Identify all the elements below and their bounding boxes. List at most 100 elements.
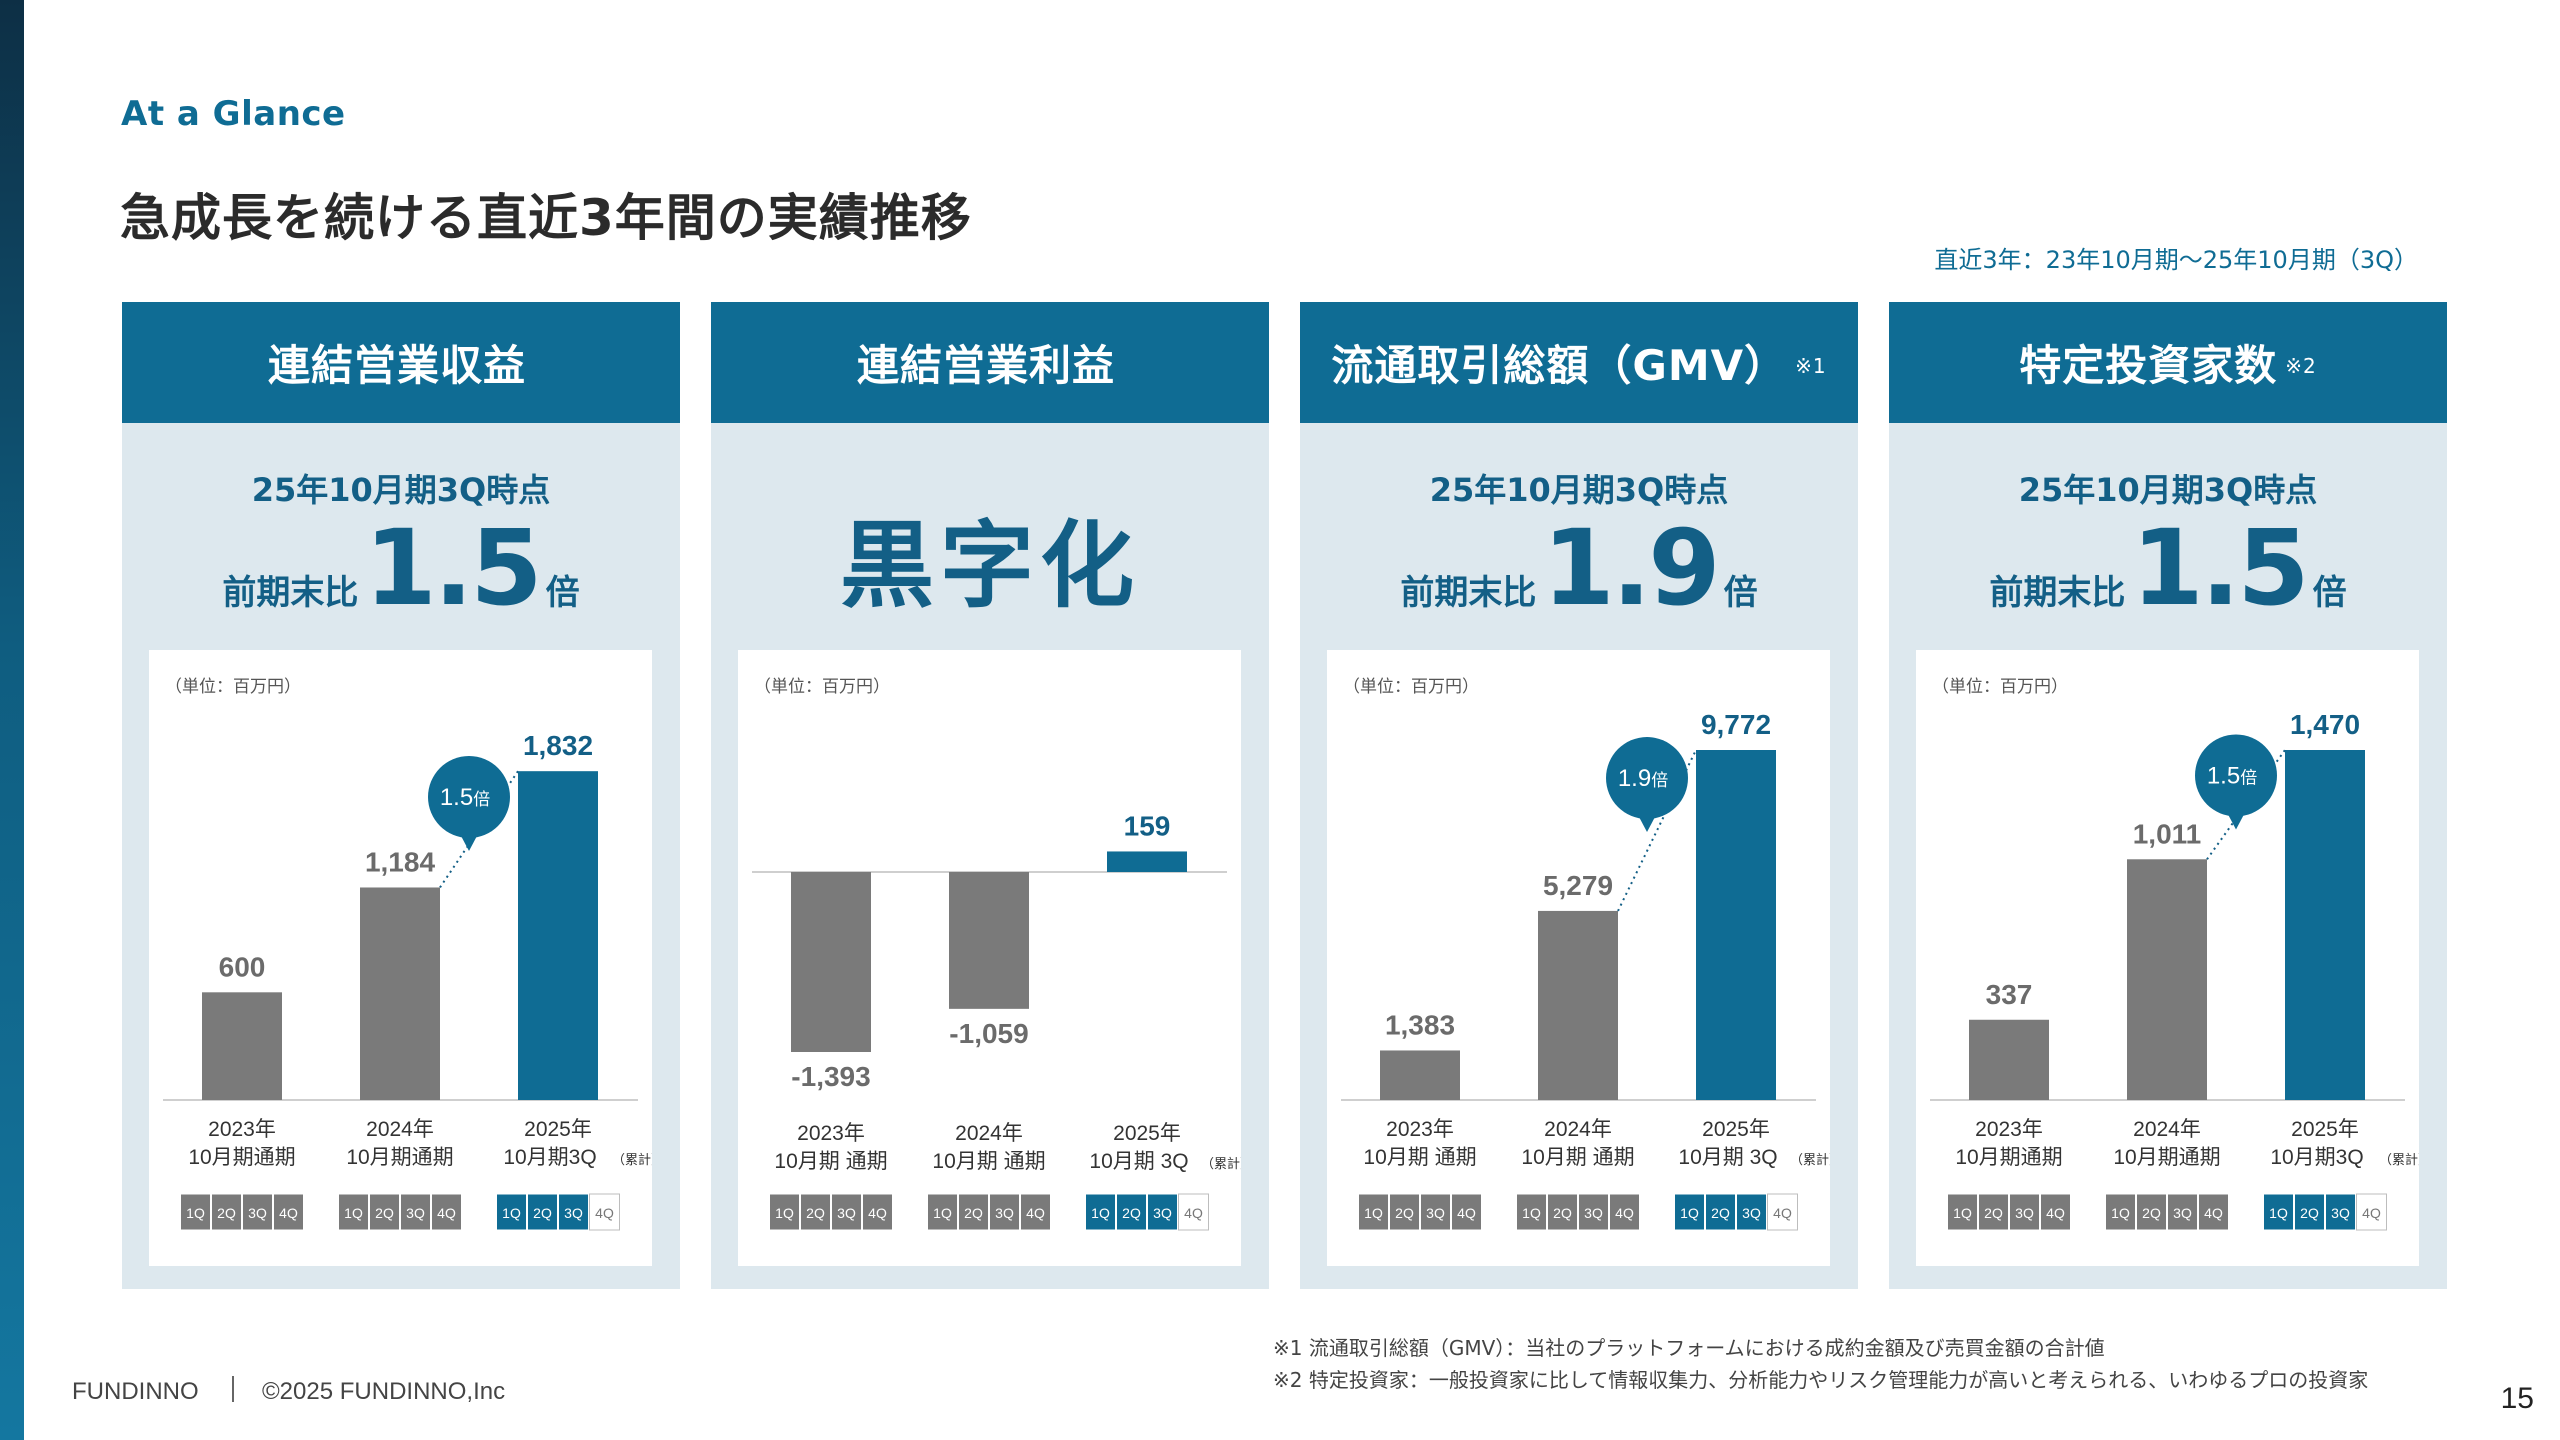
growth-badge-suffix: 倍 bbox=[2240, 768, 2257, 787]
panel-gmv: 流通取引総額（GMV） ※1 25年10月期3Q時点 前期末比1.9 倍 （単位：… bbox=[1300, 302, 1858, 1289]
kpi-suffix: 倍 bbox=[545, 573, 580, 613]
quarter-label: 1Q bbox=[2269, 1205, 2288, 1221]
category-label-period: 10月期3Q bbox=[2270, 1146, 2363, 1169]
quarter-label: 3Q bbox=[564, 1205, 583, 1221]
quarter-box bbox=[400, 1193, 431, 1231]
quarter-box bbox=[1420, 1193, 1451, 1231]
category-label-year: 2023年 bbox=[1386, 1118, 1454, 1141]
quarter-box bbox=[1116, 1193, 1147, 1231]
category-label-year: 2025年 bbox=[1702, 1118, 1770, 1141]
kpi-suffix: 倍 bbox=[2312, 573, 2347, 613]
panel-header-label: 連結営業収益 bbox=[267, 341, 526, 390]
growth-badge-text: 1.5倍 bbox=[2207, 762, 2257, 789]
kpi-value: 1.9 bbox=[1542, 507, 1720, 629]
data-label: 600 bbox=[219, 951, 266, 982]
data-label: 5,279 bbox=[1543, 870, 1613, 901]
data-label: 1,832 bbox=[523, 730, 593, 761]
kpi-ratio: 前期末比1.5 倍 bbox=[122, 516, 680, 620]
growth-badge-value: 1.9 bbox=[1618, 765, 1651, 792]
kpi-prefix: 前期末比 bbox=[1400, 573, 1537, 613]
category-label-period: 10月期通期 bbox=[2113, 1146, 2220, 1169]
quarter-label: 1Q bbox=[2111, 1205, 2130, 1221]
category-label-year: 2025年 bbox=[1113, 1122, 1181, 1145]
category-label-period: 10月期 3Q bbox=[1089, 1150, 1188, 1173]
quarter-label: 2Q bbox=[1395, 1205, 1414, 1221]
unit-label: （単位：百万円） bbox=[1932, 677, 2068, 696]
quarter-label: 1Q bbox=[775, 1205, 794, 1221]
quarter-label: 1Q bbox=[933, 1205, 952, 1221]
quarter-label: 3Q bbox=[837, 1205, 856, 1221]
category-label-year: 2025年 bbox=[524, 1118, 592, 1141]
quarter-label: 4Q bbox=[595, 1205, 614, 1221]
quarter-box bbox=[2198, 1193, 2229, 1231]
growth-badge-value: 1.5 bbox=[2207, 762, 2240, 789]
quarter-box bbox=[1705, 1193, 1736, 1231]
page-title: 急成長を続ける直近3年間の実績推移 bbox=[120, 189, 972, 247]
quarter-label: 3Q bbox=[406, 1205, 425, 1221]
data-label: 1,011 bbox=[2133, 818, 2202, 849]
quarter-box bbox=[2356, 1193, 2387, 1231]
data-label: 9,772 bbox=[1701, 709, 1771, 740]
quarter-label: 2Q bbox=[533, 1205, 552, 1221]
investors-chart: （単位：百万円） 337 2023年 10月期通期 1Q 2Q 3Q 4Q 1,011 2024年… bbox=[1930, 677, 2419, 1231]
quarter-label: 4Q bbox=[2204, 1205, 2223, 1221]
kpi-ratio: 前期末比1.9 倍 bbox=[1300, 516, 1858, 620]
kpi-suffix: 倍 bbox=[1723, 573, 1758, 613]
quarter-label: 4Q bbox=[868, 1205, 887, 1221]
quarter-box bbox=[1147, 1193, 1178, 1231]
quarter-box bbox=[1547, 1193, 1578, 1231]
quarter-box bbox=[558, 1193, 589, 1231]
growth-badge-text: 1.5倍 bbox=[440, 784, 490, 811]
quarter-label: 4Q bbox=[1457, 1205, 1476, 1221]
unit-label: （単位：百万円） bbox=[754, 677, 890, 696]
category-label-year: 2023年 bbox=[1975, 1118, 2043, 1141]
profit-chart: （単位：百万円） -1,393 2023年 10月期 通期 1Q 2Q 3Q 4Q -1,059… bbox=[752, 677, 1241, 1231]
unit-label: （単位：百万円） bbox=[165, 677, 301, 696]
quarter-box bbox=[180, 1193, 211, 1231]
gmv-chart: （単位：百万円） 1,383 2023年 10月期 通期 1Q 2Q 3Q 4Q 5,279 20… bbox=[1341, 677, 1830, 1231]
quarter-box bbox=[369, 1193, 400, 1231]
category-label-period: 10月期通期 bbox=[188, 1146, 295, 1169]
quarter-label: 3Q bbox=[1742, 1205, 1761, 1221]
panel-header: 特定投資家数 ※2 bbox=[1889, 302, 2447, 423]
quarter-label: 1Q bbox=[1680, 1205, 1699, 1221]
bar bbox=[2285, 750, 2365, 1100]
quarter-box bbox=[2294, 1193, 2325, 1231]
quarter-label: 2Q bbox=[1122, 1205, 1141, 1221]
category-label-year: 2024年 bbox=[1544, 1118, 1612, 1141]
kpi-subtitle: 25年10月期3Q時点 bbox=[251, 471, 551, 509]
bar bbox=[202, 992, 282, 1100]
category-label-year: 2023年 bbox=[797, 1122, 865, 1145]
quarter-label: 3Q bbox=[1426, 1205, 1445, 1221]
panel-header-note: ※2 bbox=[2285, 353, 2317, 378]
period-note: 直近3年：23年10月期〜25年10月期（3Q） bbox=[1934, 246, 2418, 274]
quarter-box bbox=[1578, 1193, 1609, 1231]
quarter-label: 2Q bbox=[1711, 1205, 1730, 1221]
quarter-box bbox=[1178, 1193, 1209, 1231]
quarter-label: 1Q bbox=[1091, 1205, 1110, 1221]
quarter-label: 4Q bbox=[1615, 1205, 1634, 1221]
footer-divider bbox=[232, 1376, 234, 1402]
quarter-box bbox=[1978, 1193, 2009, 1231]
chart-card: （単位：百万円） 337 2023年 10月期通期 1Q 2Q 3Q 4Q 1,011 2024年… bbox=[1916, 650, 2419, 1266]
category-label-year: 2023年 bbox=[208, 1118, 276, 1141]
quarter-box bbox=[496, 1193, 527, 1231]
panel-operating-revenue: 連結営業収益 25年10月期3Q時点 前期末比1.5 倍 （単位：百万円） 600 2… bbox=[122, 302, 680, 1289]
category-label-year: 2024年 bbox=[366, 1118, 434, 1141]
category-label-period: 10月期3Q bbox=[503, 1146, 596, 1169]
quarter-label: 4Q bbox=[1773, 1205, 1792, 1221]
growth-badge-suffix: 倍 bbox=[473, 790, 490, 809]
category-note: （累計） bbox=[612, 1152, 652, 1167]
quarter-label: 2Q bbox=[806, 1205, 825, 1221]
quarter-label: 1Q bbox=[502, 1205, 521, 1221]
chart-card: （単位：百万円） 600 2023年 10月期通期 1Q 2Q 3Q 4Q 1,184 2024年… bbox=[149, 650, 652, 1266]
bar bbox=[949, 872, 1029, 1009]
growth-badge-pointer bbox=[2227, 812, 2245, 830]
quarter-label: 1Q bbox=[1953, 1205, 1972, 1221]
data-label: 159 bbox=[1124, 810, 1171, 841]
quarter-label: 4Q bbox=[279, 1205, 298, 1221]
category-label-period: 10月期 3Q bbox=[1678, 1146, 1777, 1169]
quarter-label: 3Q bbox=[2173, 1205, 2192, 1221]
quarter-label: 2Q bbox=[964, 1205, 983, 1221]
quarter-box bbox=[2136, 1193, 2167, 1231]
